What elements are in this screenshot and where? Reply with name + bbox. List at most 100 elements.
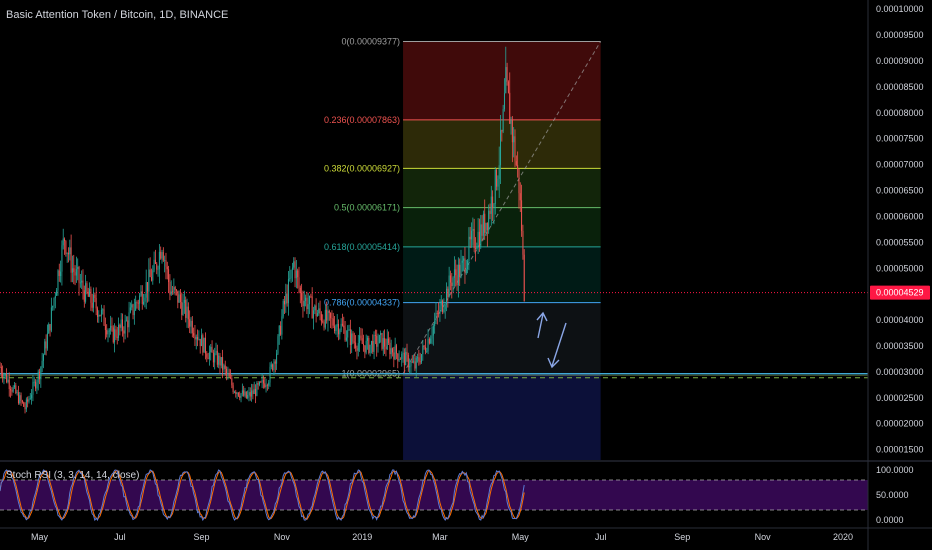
candle-body bbox=[492, 196, 494, 209]
candle-body bbox=[12, 387, 14, 392]
candle-body bbox=[356, 348, 358, 351]
candle-body bbox=[484, 213, 486, 233]
candle-body bbox=[107, 330, 109, 335]
candle-body bbox=[299, 287, 301, 293]
candle-body bbox=[323, 321, 325, 328]
candle-body bbox=[344, 327, 346, 341]
candle-body bbox=[197, 337, 199, 340]
candle-body bbox=[457, 264, 459, 286]
candle-body bbox=[505, 67, 507, 94]
candle-body bbox=[216, 350, 218, 365]
candle-body bbox=[318, 308, 320, 314]
candle-body bbox=[219, 355, 221, 366]
candle-body bbox=[195, 337, 197, 340]
candle-body bbox=[311, 296, 313, 319]
candle-body bbox=[215, 350, 217, 354]
candle-body bbox=[419, 361, 421, 363]
candle-body bbox=[498, 165, 500, 179]
candle-body bbox=[25, 399, 27, 410]
candle-body bbox=[461, 260, 463, 263]
fib-level-label: 0.236(0.00007863) bbox=[324, 115, 400, 125]
candle-body bbox=[435, 313, 437, 322]
candle-body bbox=[374, 334, 376, 336]
candle-body bbox=[19, 395, 21, 404]
candle-body bbox=[131, 304, 133, 308]
rsi-tick-label: 100.0000 bbox=[876, 465, 914, 475]
price-tick-label: 0.00009000 bbox=[876, 56, 924, 66]
candle-body bbox=[480, 224, 482, 247]
candle-body bbox=[0, 366, 1, 368]
candle-body bbox=[70, 247, 72, 273]
candle-body bbox=[388, 338, 390, 343]
candle-body bbox=[331, 318, 333, 320]
candle-body bbox=[289, 278, 291, 280]
candle-body bbox=[8, 379, 10, 390]
candle-body bbox=[278, 325, 280, 337]
price-tick-label: 0.00005000 bbox=[876, 263, 924, 273]
candle-body bbox=[369, 344, 371, 353]
time-tick-label: Nov bbox=[755, 532, 772, 542]
last-price-tag[interactable] bbox=[870, 285, 930, 300]
candle-body bbox=[515, 161, 517, 166]
candle-body bbox=[290, 269, 292, 279]
candle-body bbox=[160, 251, 162, 259]
candle-body bbox=[124, 320, 126, 334]
time-tick-label: May bbox=[512, 532, 530, 542]
time-tick-label: Jul bbox=[114, 532, 126, 542]
candle-body bbox=[100, 309, 102, 316]
candle-body bbox=[98, 314, 100, 317]
candle-body bbox=[336, 323, 338, 327]
candle-body bbox=[376, 335, 378, 347]
candle-body bbox=[247, 395, 249, 399]
candle-body bbox=[81, 280, 83, 283]
candle-body bbox=[440, 300, 442, 306]
time-tick-label: 2019 bbox=[352, 532, 372, 542]
candle-body bbox=[455, 269, 457, 276]
candle-body bbox=[218, 355, 220, 365]
candle-body bbox=[64, 238, 66, 242]
candle-body bbox=[345, 337, 347, 341]
price-tick-label: 0.00001500 bbox=[876, 445, 924, 455]
candle-body bbox=[355, 342, 357, 349]
candle-body bbox=[125, 320, 127, 322]
candle-body bbox=[347, 330, 349, 338]
candle-body bbox=[94, 294, 96, 299]
candle-body bbox=[489, 210, 491, 214]
candle-body bbox=[511, 120, 513, 143]
candle-body bbox=[227, 373, 229, 375]
candle-body bbox=[403, 352, 405, 366]
candle-body bbox=[493, 204, 495, 209]
candle-body bbox=[319, 308, 321, 315]
candle-body bbox=[75, 269, 77, 276]
price-tick-label: 0.00009500 bbox=[876, 30, 924, 40]
candle-body bbox=[212, 352, 214, 363]
candle-body bbox=[120, 319, 122, 328]
time-axis[interactable]: May Jul Sep Nov 2019 Mar May Jul Sep Nov 2020 bbox=[0, 527, 932, 542]
candle-body bbox=[422, 345, 424, 355]
candle-body bbox=[306, 297, 308, 310]
candle-body bbox=[71, 268, 73, 273]
candle-body bbox=[164, 260, 166, 261]
candle-body bbox=[268, 382, 270, 386]
fib-zone bbox=[403, 119, 601, 169]
candle-body bbox=[500, 130, 502, 166]
candle-body bbox=[148, 269, 150, 292]
candle-body bbox=[183, 299, 185, 303]
candle-body bbox=[280, 325, 282, 335]
candle-body bbox=[456, 275, 458, 286]
support-lines bbox=[0, 292, 868, 379]
candle-body bbox=[420, 354, 422, 363]
fibonacci-retracement[interactable]: 0(0.00009377) 0.236(0.00007863) 0.382(0.00… bbox=[324, 36, 602, 460]
candle-body bbox=[351, 333, 353, 345]
candle-body bbox=[67, 252, 69, 255]
candle-body bbox=[141, 291, 143, 304]
candle-body bbox=[363, 343, 365, 346]
candle-body bbox=[42, 354, 44, 361]
candle-body bbox=[364, 345, 366, 353]
candle-body bbox=[57, 270, 59, 291]
candle-body bbox=[464, 258, 466, 274]
candle-body bbox=[393, 352, 395, 360]
candle-body bbox=[236, 392, 238, 394]
